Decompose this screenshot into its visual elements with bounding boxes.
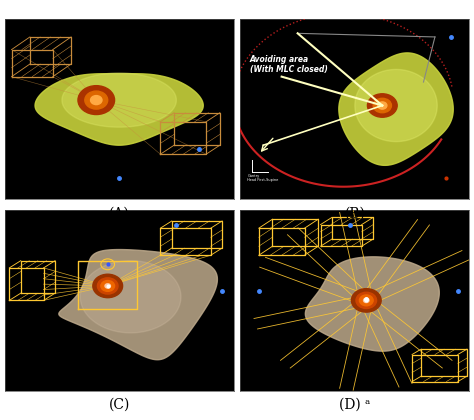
Circle shape [78,86,115,115]
Text: (B): (B) [345,207,365,221]
Circle shape [101,281,115,291]
Polygon shape [305,257,439,351]
Circle shape [105,284,110,288]
Circle shape [351,289,381,312]
Circle shape [85,91,108,109]
Polygon shape [80,261,181,333]
Circle shape [364,298,369,302]
Text: (A): (A) [109,207,129,221]
Circle shape [98,278,118,294]
Circle shape [91,96,102,105]
Polygon shape [35,74,203,145]
Polygon shape [62,73,176,127]
Text: Gantry
Head First-Supine: Gantry Head First-Supine [247,174,279,182]
Circle shape [367,94,397,117]
Circle shape [378,102,387,109]
Text: (C): (C) [109,398,130,412]
Circle shape [373,98,392,113]
Circle shape [93,274,123,298]
Circle shape [356,292,376,309]
Polygon shape [339,53,453,165]
Circle shape [359,295,373,306]
Text: (D) ᵃ: (D) ᵃ [339,398,371,412]
Text: Avoiding area
(With MLC closed): Avoiding area (With MLC closed) [250,55,328,74]
Polygon shape [59,249,218,360]
Polygon shape [355,69,437,142]
